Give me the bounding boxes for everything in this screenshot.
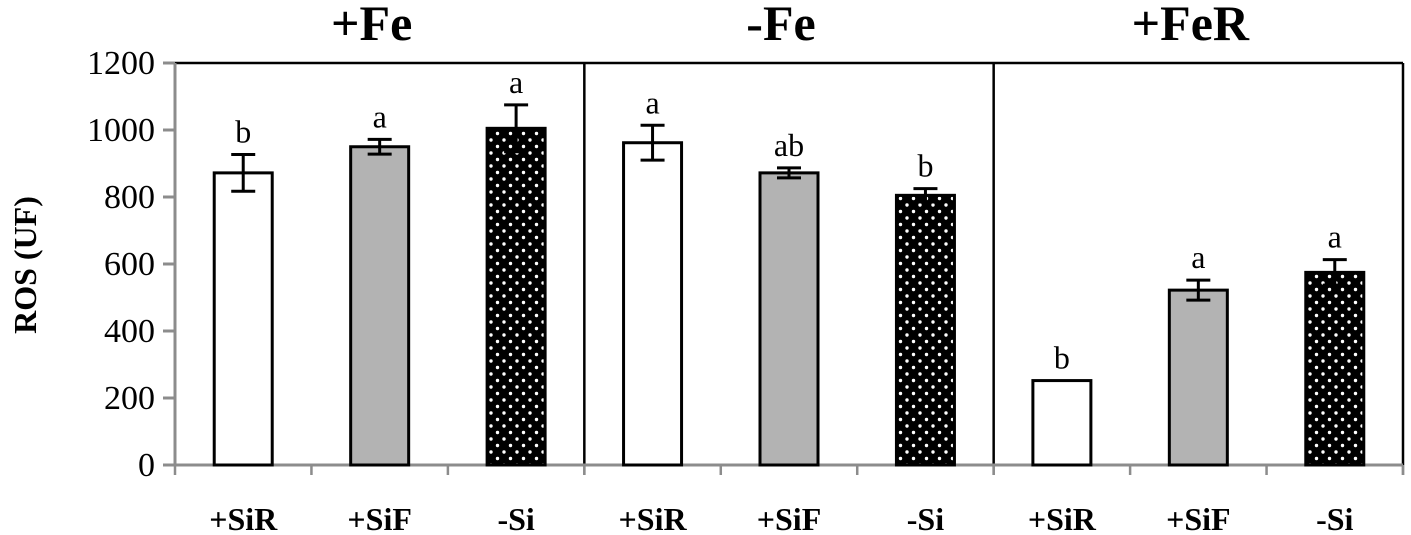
y-tick-label: 1000	[87, 112, 155, 149]
y-tick-label: 200	[104, 380, 155, 417]
y-tick-label: 600	[104, 246, 155, 283]
significance-label: ab	[774, 127, 804, 163]
significance-label: a	[1191, 239, 1205, 275]
bar	[1031, 379, 1093, 467]
y-tick-label: 800	[104, 179, 155, 216]
plot-area: 0 200 400 600 800 1000 1200 +Fe b +SiR a +SiF a -Si -F…	[87, 0, 1405, 535]
significance-label: b	[1054, 340, 1070, 376]
bar	[1304, 270, 1366, 467]
x-tick-label: -Si	[1316, 501, 1353, 535]
x-tick-label: +SiR	[1028, 501, 1097, 535]
significance-label: b	[917, 148, 933, 184]
y-axis-label: ROS (UF)	[7, 196, 43, 334]
bar	[349, 145, 411, 467]
x-tick-label: -Si	[907, 501, 944, 535]
y-tick-label: 400	[104, 313, 155, 350]
significance-label: a	[509, 64, 523, 100]
significance-label: a	[645, 84, 659, 120]
bar	[212, 171, 274, 467]
y-tick-label: 1200	[87, 45, 155, 82]
panel-title: -Fe	[746, 0, 815, 51]
y-tick-label: 0	[138, 447, 155, 484]
x-tick-label: +SiF	[347, 501, 411, 535]
significance-label: b	[235, 113, 251, 149]
x-tick-label: -Si	[497, 501, 534, 535]
x-tick-label: +SiF	[757, 501, 821, 535]
x-tick-label: +SiR	[619, 501, 688, 535]
bar	[758, 171, 820, 467]
significance-label: a	[1328, 219, 1342, 255]
bar	[485, 126, 547, 467]
panel-title: +FeR	[1132, 0, 1250, 51]
x-tick-label: +SiR	[209, 501, 278, 535]
bar	[1167, 288, 1229, 467]
significance-label: a	[373, 98, 387, 134]
x-tick-label: +SiF	[1166, 501, 1230, 535]
panel-title: +Fe	[331, 0, 412, 51]
bar	[622, 141, 684, 467]
bar	[894, 193, 956, 467]
